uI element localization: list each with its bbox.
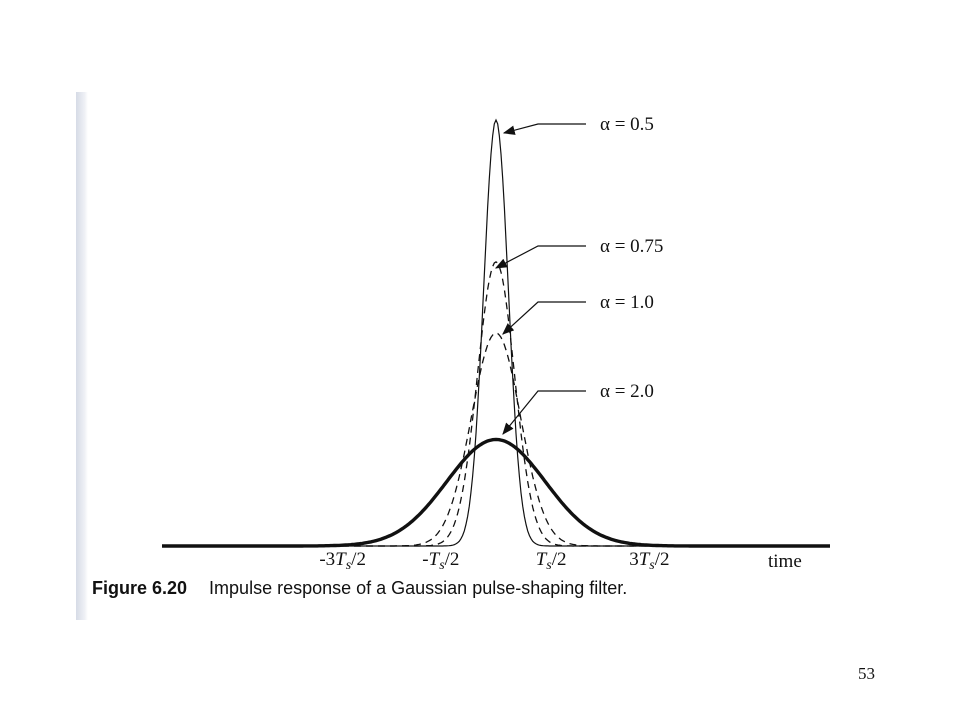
legend-label-alpha-1: α = 1.0 bbox=[600, 292, 654, 313]
annotations-group: α = 0.5 α = 0.75 α = 1.0 α = 2.0 bbox=[494, 114, 663, 435]
legend-label-alpha-0-75: α = 0.75 bbox=[600, 236, 663, 257]
figure-caption: Figure 6.20 Impulse response of a Gaussia… bbox=[92, 578, 627, 599]
legend-label-alpha-2: α = 2.0 bbox=[600, 381, 654, 402]
x-axis-label: time bbox=[768, 551, 802, 572]
curves-group bbox=[162, 118, 830, 548]
figure-caption-text: Impulse response of a Gaussian pulse-sha… bbox=[209, 578, 628, 598]
x-tick-label: -Ts/2 bbox=[422, 549, 459, 573]
scanned-figure bbox=[76, 92, 824, 620]
arrow-alpha-0-5 bbox=[502, 123, 586, 135]
arrow-alpha-1 bbox=[502, 301, 586, 335]
curve-alpha-0-75 bbox=[162, 261, 830, 547]
arrow-alpha-2 bbox=[502, 390, 586, 435]
x-tick-label: 3Ts/2 bbox=[629, 549, 669, 573]
curve-alpha-2 bbox=[162, 437, 830, 548]
legend-label-alpha-0-5: α = 0.5 bbox=[600, 114, 654, 135]
x-tick-label: -3Ts/2 bbox=[319, 549, 366, 573]
arrow-alpha-0-75 bbox=[494, 245, 586, 269]
x-tick-label: Ts/2 bbox=[536, 549, 567, 573]
scan-edge-shadow bbox=[76, 92, 88, 620]
curve-alpha-0-5 bbox=[162, 118, 830, 547]
figure-number: Figure 6.20 bbox=[92, 578, 188, 598]
tick-labels-group: -3Ts/2 -Ts/2 Ts/2 3Ts/2 bbox=[319, 549, 669, 573]
page-number: 53 bbox=[858, 664, 875, 683]
